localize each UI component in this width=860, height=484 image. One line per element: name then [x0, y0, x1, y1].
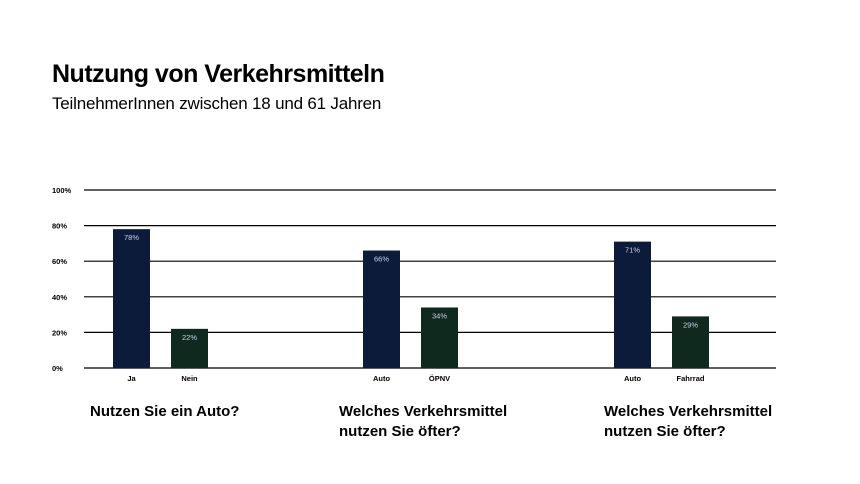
x-tick-label: Ja: [127, 374, 136, 383]
bar-value-label: 22%: [182, 333, 197, 342]
bar: [363, 250, 400, 368]
x-tick-label: Auto: [373, 374, 390, 383]
y-tick-label: 40%: [52, 293, 67, 302]
chart-subtitle: TeilnehmerInnen zwischen 18 und 61 Jahre…: [52, 94, 382, 113]
y-tick-label: 100%: [52, 186, 72, 195]
bar: [421, 307, 458, 368]
bar: [113, 229, 150, 368]
y-axis-ticks: 0% 20% 40% 60% 80% 100%: [52, 186, 72, 373]
x-tick-label: Auto: [624, 374, 641, 383]
bar-value-label: 71%: [625, 246, 640, 255]
bar-value-label: 78%: [124, 233, 139, 242]
y-tick-label: 0%: [52, 364, 63, 373]
bar: [672, 316, 709, 368]
bars: 78% 22% 66% 34% 71% 29%: [113, 229, 709, 368]
bar: [171, 328, 208, 368]
question-label-3: Welches Verkehrsmittel nutzen Sie öfter?: [604, 403, 773, 440]
bar-value-label: 66%: [374, 255, 389, 264]
y-tick-label: 80%: [52, 222, 67, 231]
y-tick-label: 60%: [52, 257, 67, 266]
bar: [614, 241, 651, 368]
chart-title: Nutzung von Verkehrsmitteln: [52, 60, 385, 88]
x-tick-label: ÖPNV: [429, 374, 450, 383]
x-axis-ticks: Ja Nein Auto ÖPNV Auto Fahrrad: [127, 374, 705, 383]
x-tick-label: Fahrrad: [677, 374, 705, 383]
question-label-2: Welches Verkehrsmittel nutzen Sie öfter?: [339, 403, 508, 440]
bar-value-label: 29%: [683, 320, 698, 329]
x-tick-label: Nein: [181, 374, 198, 383]
y-tick-label: 20%: [52, 328, 67, 337]
bar-value-label: 34%: [432, 311, 447, 320]
question-label-1: Nutzen Sie ein Auto?: [90, 403, 240, 420]
